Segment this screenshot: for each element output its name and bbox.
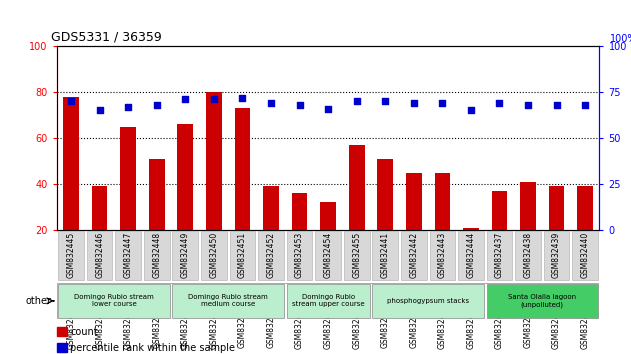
FancyBboxPatch shape	[430, 231, 455, 280]
Point	[380, 98, 391, 104]
Bar	[57, 343, 66, 353]
Bar	[406, 172, 422, 276]
Text: GSM832452: GSM832452	[266, 232, 276, 278]
Bar	[577, 186, 593, 276]
Bar	[149, 159, 165, 276]
FancyBboxPatch shape	[487, 284, 598, 318]
FancyBboxPatch shape	[344, 231, 370, 280]
Bar	[377, 159, 393, 276]
Text: Santa Olalla lagoon
(unpolluted): Santa Olalla lagoon (unpolluted)	[508, 294, 576, 308]
FancyBboxPatch shape	[58, 231, 84, 280]
Point	[437, 100, 447, 106]
FancyBboxPatch shape	[286, 284, 370, 318]
Point	[580, 102, 590, 108]
Point	[180, 97, 191, 102]
Text: GSM832442: GSM832442	[410, 232, 418, 278]
Bar	[206, 92, 221, 276]
Text: Domingo Rubio stream
lower course: Domingo Rubio stream lower course	[74, 295, 154, 307]
FancyBboxPatch shape	[58, 284, 170, 318]
Text: percentile rank within the sample: percentile rank within the sample	[71, 343, 235, 353]
Point	[151, 102, 162, 108]
Bar	[435, 172, 450, 276]
Bar	[121, 127, 136, 276]
Bar	[292, 193, 307, 276]
FancyBboxPatch shape	[316, 231, 341, 280]
Text: GSM832437: GSM832437	[495, 232, 504, 278]
Point	[409, 100, 419, 106]
Text: GSM832455: GSM832455	[352, 232, 361, 278]
FancyBboxPatch shape	[572, 231, 598, 280]
Point	[66, 98, 76, 104]
Text: GSM832443: GSM832443	[438, 232, 447, 278]
Text: GSM832446: GSM832446	[95, 232, 104, 278]
Text: GSM832441: GSM832441	[380, 232, 390, 278]
Point	[95, 108, 105, 113]
Point	[466, 108, 476, 113]
Text: GSM832450: GSM832450	[209, 232, 218, 278]
Bar	[549, 186, 565, 276]
Bar	[349, 145, 365, 276]
Text: phosphogypsum stacks: phosphogypsum stacks	[387, 298, 469, 304]
FancyBboxPatch shape	[487, 231, 512, 280]
Text: GSM832453: GSM832453	[295, 232, 304, 278]
Text: GSM832451: GSM832451	[238, 232, 247, 278]
Bar	[63, 97, 79, 276]
Text: GSM832448: GSM832448	[152, 232, 162, 278]
Text: GSM832440: GSM832440	[581, 232, 589, 278]
Bar	[463, 228, 479, 276]
Bar	[492, 191, 507, 276]
FancyBboxPatch shape	[115, 231, 141, 280]
Point	[323, 106, 333, 112]
Text: GSM832445: GSM832445	[67, 232, 76, 278]
Point	[209, 97, 219, 102]
Text: GSM832444: GSM832444	[466, 232, 475, 278]
Point	[495, 100, 505, 106]
Text: GSM832454: GSM832454	[324, 232, 333, 278]
FancyBboxPatch shape	[372, 231, 398, 280]
FancyBboxPatch shape	[458, 231, 484, 280]
Text: Domingo Rubio stream
medium course: Domingo Rubio stream medium course	[188, 295, 268, 307]
Text: GSM832438: GSM832438	[524, 232, 533, 278]
FancyBboxPatch shape	[544, 231, 569, 280]
Bar	[520, 182, 536, 276]
Bar	[321, 202, 336, 276]
Bar	[91, 186, 107, 276]
Bar	[263, 186, 279, 276]
FancyBboxPatch shape	[372, 284, 484, 318]
Text: count: count	[71, 327, 98, 337]
Text: GSM832449: GSM832449	[181, 232, 190, 278]
Text: GDS5331 / 36359: GDS5331 / 36359	[51, 30, 162, 44]
Point	[295, 102, 305, 108]
Text: Domingo Rubio
stream upper course: Domingo Rubio stream upper course	[292, 295, 365, 307]
FancyBboxPatch shape	[172, 284, 284, 318]
FancyBboxPatch shape	[201, 231, 227, 280]
Point	[266, 100, 276, 106]
FancyBboxPatch shape	[87, 231, 112, 280]
Text: 100%: 100%	[610, 34, 631, 44]
Point	[351, 98, 362, 104]
FancyBboxPatch shape	[515, 231, 541, 280]
Point	[523, 102, 533, 108]
FancyBboxPatch shape	[144, 231, 170, 280]
Point	[123, 104, 133, 110]
FancyBboxPatch shape	[172, 231, 198, 280]
FancyBboxPatch shape	[258, 231, 284, 280]
Bar	[235, 108, 251, 276]
Bar	[57, 327, 66, 336]
FancyBboxPatch shape	[230, 231, 256, 280]
Point	[237, 95, 247, 101]
Bar	[177, 124, 193, 276]
FancyBboxPatch shape	[401, 231, 427, 280]
FancyBboxPatch shape	[286, 231, 312, 280]
Text: GSM832447: GSM832447	[124, 232, 133, 278]
Point	[551, 102, 562, 108]
Text: GSM832439: GSM832439	[552, 232, 561, 278]
Text: other: other	[25, 296, 51, 306]
